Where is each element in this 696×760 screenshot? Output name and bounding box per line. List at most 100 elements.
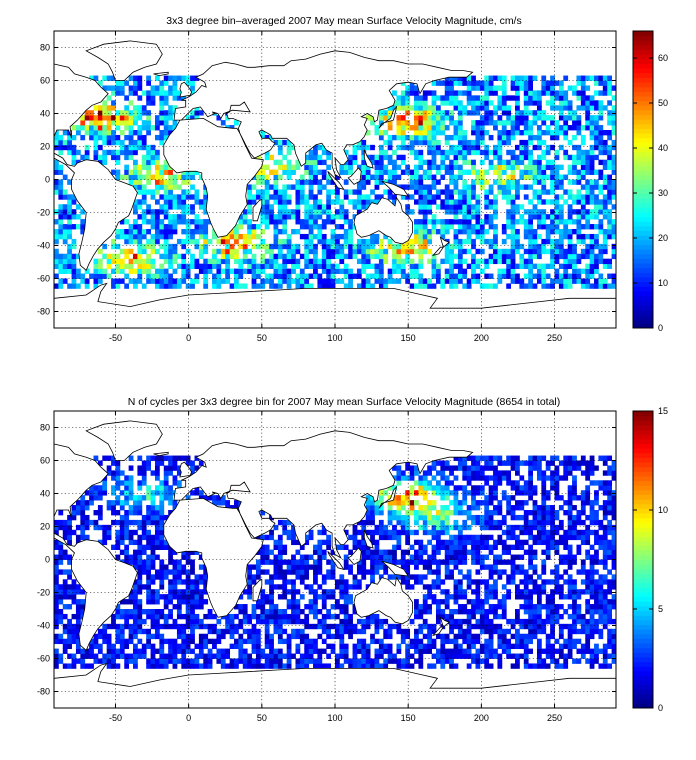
heatmap-cell [137, 144, 143, 151]
heatmap-cell [484, 75, 490, 81]
heatmap-cell [567, 643, 573, 649]
heatmap-cell [185, 209, 191, 215]
heatmap-cell [427, 204, 432, 210]
heatmap-cell [602, 658, 608, 664]
heatmap-cell [506, 268, 512, 274]
heatmap-cell [572, 164, 577, 170]
heatmap-cell [58, 179, 64, 185]
heatmap-cell [440, 100, 446, 106]
heatmap-cell [558, 248, 564, 255]
heatmap-cell [352, 628, 358, 635]
heatmap-cell [550, 209, 555, 215]
heatmap-cell [150, 194, 156, 200]
heatmap-cell [277, 139, 283, 146]
heatmap-cell [115, 159, 121, 166]
heatmap-cell [567, 283, 573, 289]
heatmap-cell [594, 559, 599, 565]
heatmap-cell [264, 278, 270, 284]
heatmap-cell [598, 628, 604, 635]
heatmap-cell [501, 544, 507, 550]
heatmap-cell [137, 599, 143, 605]
heatmap-cell [435, 609, 441, 615]
heatmap-cell [124, 653, 130, 659]
heatmap-cell [567, 564, 573, 570]
heatmap-cell [242, 209, 248, 215]
heatmap-cell [190, 80, 195, 86]
heatmap-cell [541, 120, 547, 126]
heatmap-cell [335, 209, 340, 215]
heatmap-cell [462, 589, 468, 595]
heatmap-cell [528, 604, 533, 610]
heatmap-cell [264, 194, 270, 200]
heatmap-cell [295, 574, 301, 580]
heatmap-cell [510, 643, 516, 649]
heatmap-cell [576, 233, 582, 240]
heatmap-cell [321, 638, 327, 645]
heatmap-cell [54, 179, 59, 185]
heatmap-cell [510, 174, 516, 180]
heatmap-cell [585, 618, 591, 625]
heatmap-cell [146, 179, 151, 185]
heatmap-cell [128, 559, 134, 565]
heatmap-cell [251, 658, 257, 664]
heatmap-cell [585, 604, 591, 610]
heatmap-cell [181, 263, 187, 269]
heatmap-cell [405, 663, 411, 669]
heatmap-cell [567, 648, 573, 654]
heatmap-cell [190, 623, 195, 630]
heatmap-cell [194, 594, 200, 600]
heatmap-cell [75, 268, 81, 274]
heatmap-cell [172, 268, 178, 274]
heatmap-cell [536, 134, 542, 141]
heatmap-cell [115, 243, 121, 250]
heatmap-cell [128, 224, 134, 230]
heatmap-cell [519, 544, 525, 550]
heatmap-cell [532, 159, 538, 166]
heatmap-cell [418, 623, 424, 630]
heatmap-cell [133, 623, 138, 630]
heatmap-cell [449, 569, 454, 575]
heatmap-cell [519, 594, 525, 600]
heatmap-cell [80, 663, 86, 669]
heatmap-cell [370, 638, 375, 645]
heatmap-cell [457, 224, 463, 230]
heatmap-cell [444, 169, 450, 175]
heatmap-cell [501, 164, 507, 170]
heatmap-cell [523, 164, 529, 170]
heatmap-cell [440, 638, 446, 645]
heatmap-cell [172, 663, 178, 669]
heatmap-cell [58, 539, 64, 546]
heatmap-cell [484, 169, 490, 175]
heatmap-cell [383, 248, 389, 255]
heatmap-cell [190, 253, 195, 260]
heatmap-cell [572, 638, 577, 645]
heatmap-cell [510, 544, 516, 550]
heatmap-cell [181, 663, 187, 669]
colorbar-segment [633, 300, 653, 306]
heatmap-cell [234, 253, 239, 260]
colorbar-segment [633, 221, 653, 227]
heatmap-cell [453, 90, 459, 96]
heatmap-cell [154, 613, 160, 620]
heatmap-cell [471, 120, 476, 126]
heatmap-cell [238, 224, 244, 230]
heatmap-cell [374, 233, 380, 240]
heatmap-cell [387, 633, 393, 640]
heatmap-cell [93, 144, 99, 151]
heatmap-cell [515, 219, 520, 225]
heatmap-cell [585, 120, 591, 126]
heatmap-cell [598, 559, 604, 565]
heatmap-cell [194, 258, 200, 265]
colorbar-segment [633, 323, 653, 329]
heatmap-cell [536, 95, 542, 101]
heatmap-cell [594, 134, 599, 141]
heatmap-cell [427, 184, 432, 190]
colorbar-segment [633, 123, 653, 129]
heatmap-cell [418, 643, 424, 649]
heatmap-cell [264, 638, 270, 645]
heatmap-cell [84, 278, 90, 284]
heatmap-cell [576, 194, 582, 200]
heatmap-cell [365, 554, 371, 560]
heatmap-cell [264, 134, 270, 141]
heatmap-cell [260, 238, 266, 245]
